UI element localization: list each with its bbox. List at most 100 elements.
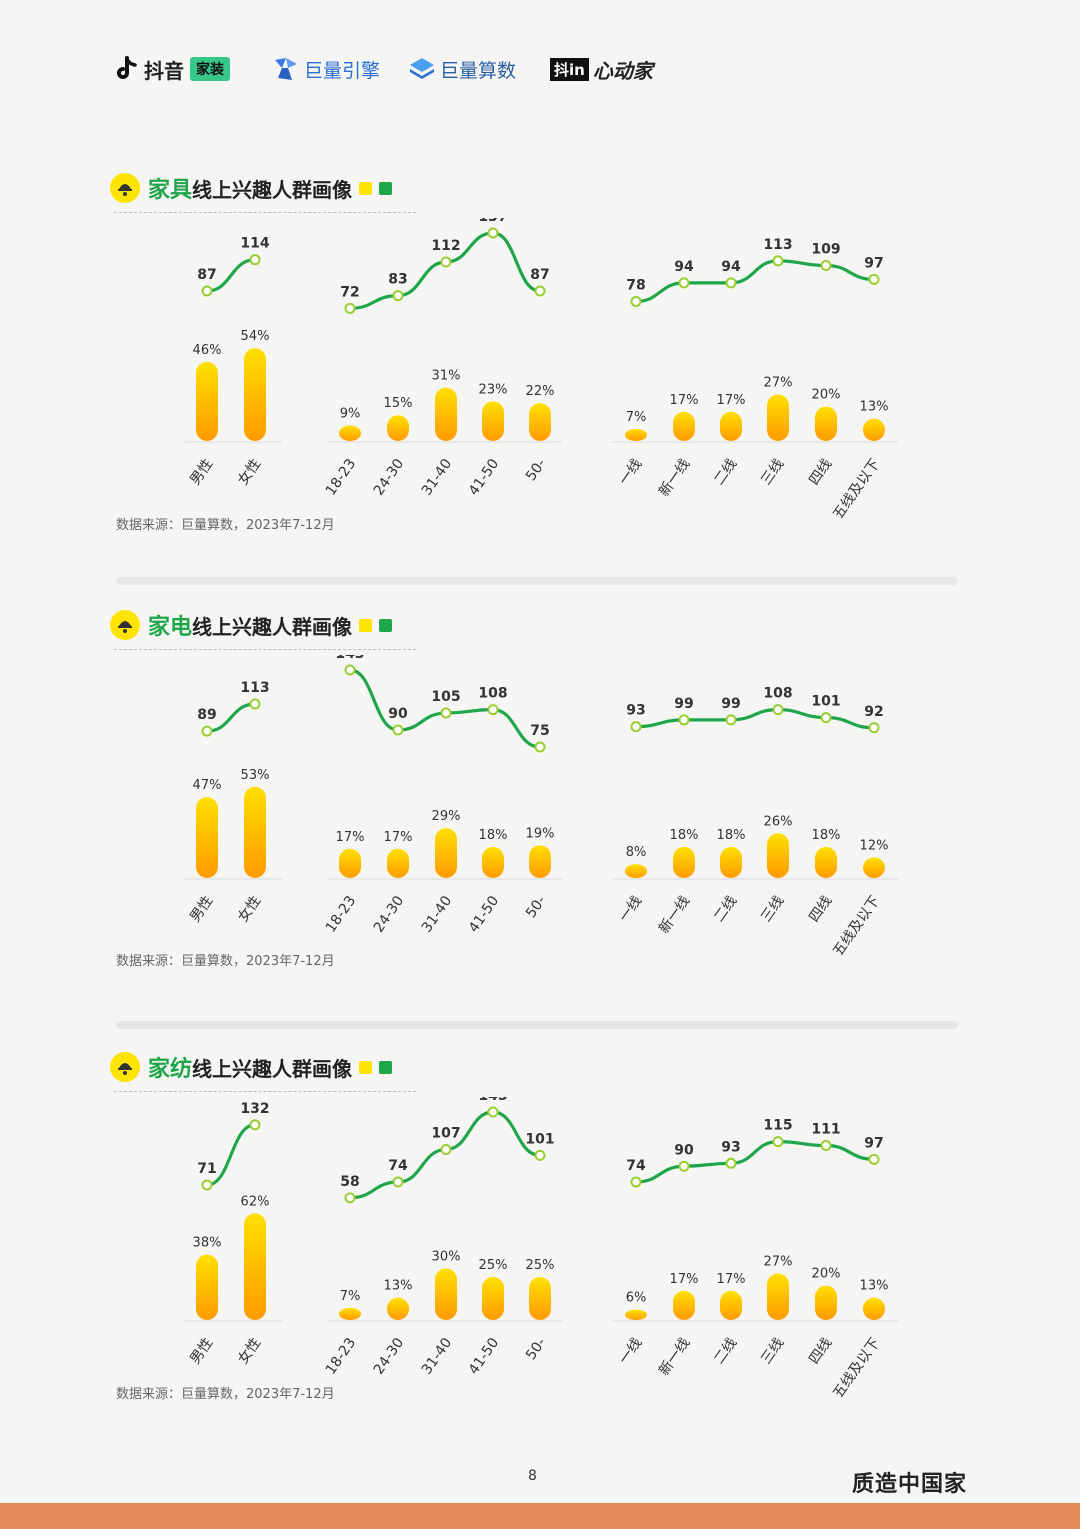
section-divider	[116, 577, 958, 585]
bar-share-label: 20%	[812, 388, 841, 403]
bar-share-label: 25%	[479, 1258, 508, 1273]
index-point	[344, 664, 356, 676]
bar	[244, 786, 266, 878]
bar-share-label: 46%	[193, 343, 222, 358]
index-point	[201, 725, 213, 737]
category-label: 男性	[187, 1335, 216, 1367]
section-title-text: 线上兴趣人群画像	[192, 614, 353, 639]
index-value-label: 87	[530, 267, 549, 283]
bar-share-label: 15%	[384, 396, 413, 411]
bar-share-label: 6%	[626, 1291, 647, 1306]
bar-share-label: 19%	[526, 826, 555, 841]
index-value-label: 93	[626, 703, 645, 719]
index-point	[772, 1136, 784, 1148]
index-value-label: 71	[197, 1161, 216, 1177]
legend-green-square	[379, 1060, 393, 1074]
bar-share-label: 18%	[670, 828, 699, 843]
index-value-label: 115	[763, 1118, 792, 1134]
bar	[815, 406, 837, 441]
bar-share-label: 12%	[860, 838, 889, 853]
index-point	[440, 1143, 452, 1155]
bar-share-label: 62%	[241, 1194, 270, 1209]
index-value-label: 97	[864, 255, 883, 271]
category-label: 四线	[806, 456, 835, 488]
category-label: 三线	[758, 893, 787, 925]
bar	[339, 848, 361, 878]
section-title: 家具 线上兴趣人群画像	[110, 168, 393, 208]
index-point	[392, 290, 404, 302]
category-label: 五线及以下	[830, 893, 883, 955]
index-value-label: 72	[340, 284, 359, 300]
bar	[673, 847, 695, 878]
index-point	[820, 1140, 832, 1152]
index-point	[534, 1149, 546, 1161]
section-title: 家电 线上兴趣人群画像	[110, 605, 393, 645]
index-value-label: 113	[240, 680, 269, 696]
title-underline	[114, 649, 416, 650]
bar-share-label: 17%	[717, 1272, 746, 1287]
index-point	[678, 277, 690, 289]
legend-yellow-square	[359, 1060, 373, 1074]
index-value-label: 132	[240, 1101, 269, 1117]
bar	[244, 348, 266, 441]
category-label: 女性	[234, 893, 264, 926]
bar	[720, 1290, 742, 1320]
bar-share-label: 17%	[670, 393, 699, 408]
index-point	[725, 1157, 737, 1169]
category-label: 二线	[711, 893, 740, 925]
title-underline	[114, 212, 416, 213]
juliang-engine-logo: 巨量引擎	[272, 52, 380, 86]
index-point	[201, 285, 213, 297]
index-value-label: 137	[478, 218, 507, 225]
category-label: 新一线	[656, 1335, 693, 1379]
index-line	[635, 259, 875, 304]
bar-share-label: 7%	[340, 1289, 361, 1304]
index-point	[725, 277, 737, 289]
bar-share-label: 17%	[717, 393, 746, 408]
xindongjia-logo: 抖in 心动家	[550, 52, 653, 86]
section-furniture: 家具 线上兴趣人群画像 46% 54% 87 114 男性 女性 9% 15% 31% 23% 22…	[0, 168, 1080, 538]
xindongjia-text: 心动家	[592, 58, 653, 83]
bar-share-label: 22%	[526, 384, 555, 399]
index-point	[868, 722, 880, 734]
index-value-label: 145	[478, 1097, 507, 1104]
douyin-logo: 抖音 家装	[116, 52, 230, 86]
index-value-label: 109	[811, 241, 840, 257]
category-label: 男性	[187, 893, 216, 925]
category-label: 四线	[806, 1335, 835, 1367]
index-point	[534, 741, 546, 753]
page-number: 8	[528, 1468, 537, 1484]
category-label: 男性	[187, 456, 216, 488]
index-value-label: 90	[388, 706, 408, 722]
index-value-label: 78	[626, 277, 645, 293]
category-label: 50-	[523, 1335, 549, 1363]
index-value-label: 74	[626, 1158, 646, 1174]
bar	[435, 387, 457, 441]
bar-share-label: 20%	[812, 1267, 841, 1282]
index-point	[772, 704, 784, 716]
bar-share-label: 31%	[432, 369, 461, 384]
category-label: 一线	[616, 1335, 645, 1367]
section-appliances: 家电 线上兴趣人群画像 47% 53% 89 113 男性 女性 17% 17% 29% 18% 1…	[0, 605, 1080, 975]
legend-green-square	[379, 181, 393, 195]
bar	[673, 411, 695, 441]
index-line	[635, 1139, 875, 1184]
section-title-highlight: 家电	[148, 615, 193, 640]
category-label: 41-50	[466, 1335, 502, 1378]
data-source: 数据来源：巨量算数，2023年7-12月	[116, 954, 335, 969]
index-point	[201, 1179, 213, 1191]
index-point	[344, 1192, 356, 1204]
index-point	[249, 254, 261, 266]
index-point	[772, 255, 784, 267]
index-point	[249, 1119, 261, 1131]
category-label: 一线	[616, 893, 645, 925]
category-label: 二线	[711, 456, 740, 488]
index-value-label: 108	[478, 686, 507, 702]
index-value-label: 105	[431, 689, 460, 705]
data-source: 数据来源：巨量算数，2023年7-12月	[116, 518, 335, 533]
bar	[673, 1290, 695, 1320]
index-value-label: 101	[811, 694, 840, 710]
title-underline	[114, 1091, 416, 1092]
category-label: 新一线	[656, 893, 693, 937]
